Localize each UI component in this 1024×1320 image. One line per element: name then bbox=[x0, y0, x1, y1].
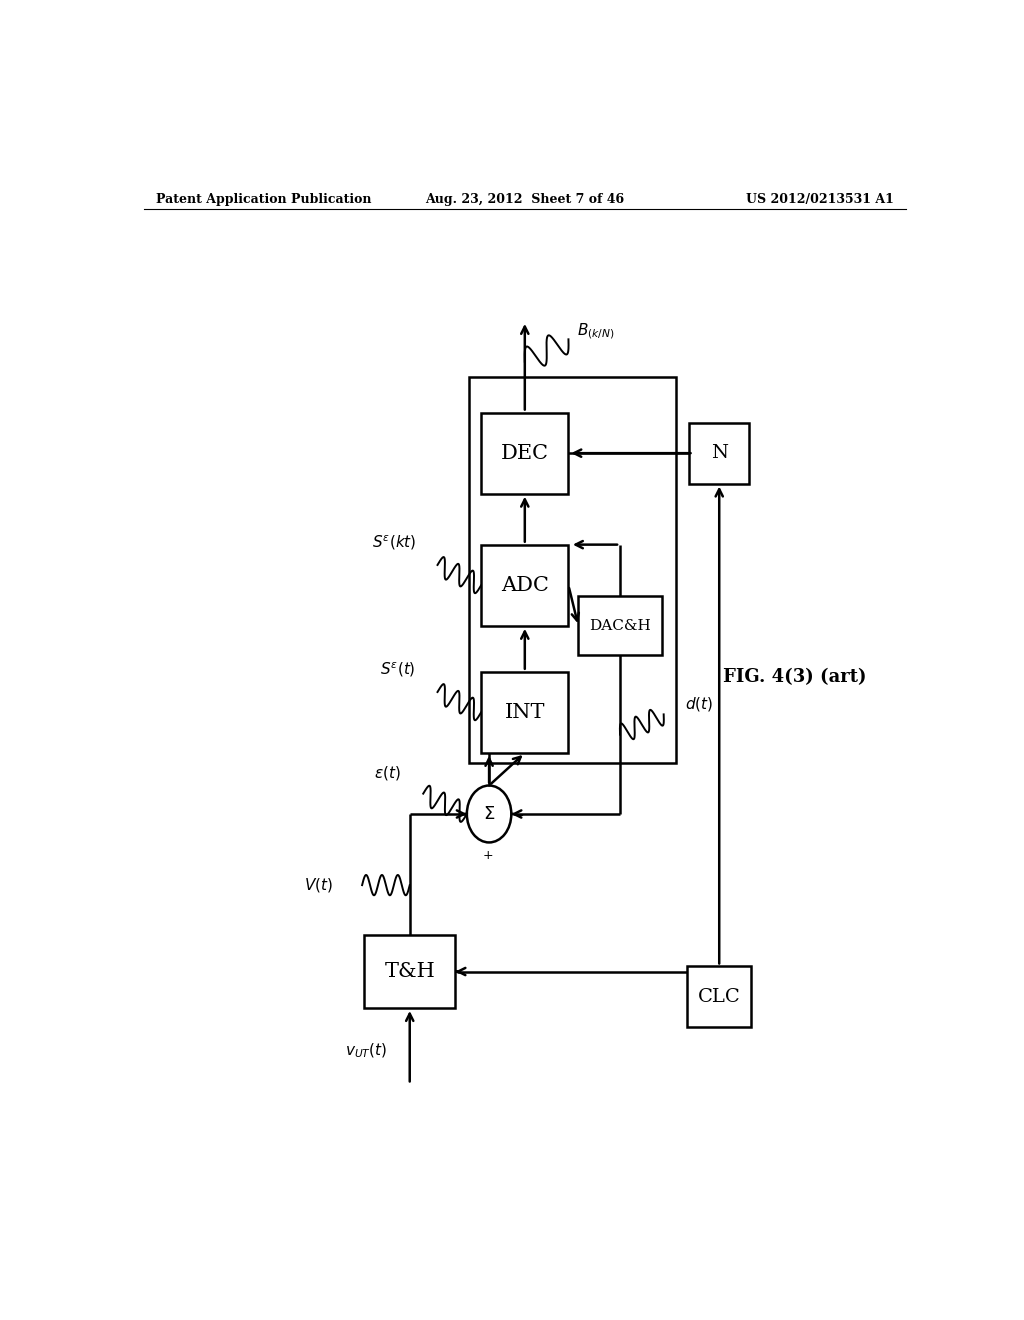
Text: $\Sigma$: $\Sigma$ bbox=[483, 805, 496, 822]
FancyBboxPatch shape bbox=[469, 378, 676, 763]
FancyBboxPatch shape bbox=[689, 422, 749, 483]
Text: N: N bbox=[711, 444, 728, 462]
Text: −: − bbox=[514, 809, 524, 822]
FancyBboxPatch shape bbox=[365, 935, 456, 1008]
Text: $v_{UT}(t)$: $v_{UT}(t)$ bbox=[345, 1041, 387, 1060]
Text: DEC: DEC bbox=[501, 444, 549, 462]
Text: ADC: ADC bbox=[501, 576, 549, 595]
Text: $S^{\varepsilon}(t)$: $S^{\varepsilon}(t)$ bbox=[380, 660, 416, 678]
Text: +: + bbox=[482, 849, 493, 862]
Text: Aug. 23, 2012  Sheet 7 of 46: Aug. 23, 2012 Sheet 7 of 46 bbox=[425, 193, 625, 206]
Text: INT: INT bbox=[505, 702, 545, 722]
Text: $\varepsilon(t)$: $\varepsilon(t)$ bbox=[374, 764, 400, 783]
FancyBboxPatch shape bbox=[481, 413, 568, 494]
Text: US 2012/0213531 A1: US 2012/0213531 A1 bbox=[745, 193, 894, 206]
Text: DAC&H: DAC&H bbox=[589, 619, 651, 634]
FancyBboxPatch shape bbox=[481, 672, 568, 752]
FancyBboxPatch shape bbox=[481, 545, 568, 626]
FancyBboxPatch shape bbox=[579, 597, 662, 656]
Text: Patent Application Publication: Patent Application Publication bbox=[156, 193, 372, 206]
FancyBboxPatch shape bbox=[687, 966, 751, 1027]
Text: T&H: T&H bbox=[384, 962, 435, 981]
Text: $V(t)$: $V(t)$ bbox=[304, 876, 333, 894]
Text: $d(t)$: $d(t)$ bbox=[685, 696, 714, 713]
Text: $S^{\varepsilon}(kt)$: $S^{\varepsilon}(kt)$ bbox=[372, 533, 416, 552]
Text: $B_{(k/N)}$: $B_{(k/N)}$ bbox=[578, 321, 615, 341]
Text: CLC: CLC bbox=[698, 987, 740, 1006]
Text: FIG. 4(3) (art): FIG. 4(3) (art) bbox=[723, 668, 866, 686]
